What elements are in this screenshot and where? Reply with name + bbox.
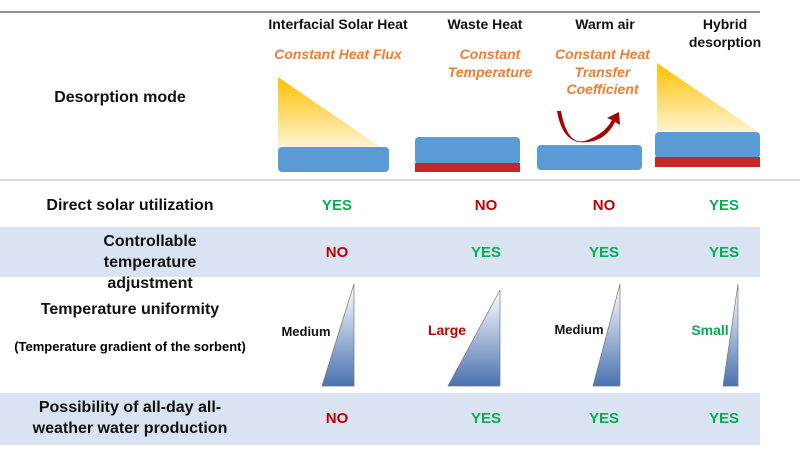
column-subtitle: Constant Heat Flux xyxy=(274,46,402,62)
solar-flux-icon xyxy=(657,63,760,133)
cell-value: Medium xyxy=(281,324,331,339)
cell-value: YES xyxy=(708,244,739,261)
airflow-arrow-icon xyxy=(557,111,620,143)
row-sublabel: (Temperature gradient of the sorbent) xyxy=(14,339,246,354)
cell-value: YES xyxy=(588,410,619,427)
row-label: Controllable temperature adjustment xyxy=(103,233,197,292)
cell-value: NO xyxy=(325,410,349,427)
row-band-all-day xyxy=(0,393,760,445)
column-header: Waste Heat xyxy=(447,16,523,32)
sorbent-icon xyxy=(655,132,760,158)
row-label: Possibility of all-day all-weather water… xyxy=(32,399,228,437)
gradient-triangle-large xyxy=(447,289,501,387)
column-subtitle: Constant Temperature xyxy=(447,46,533,80)
cell-value: NO xyxy=(474,197,498,214)
cell-value: Small xyxy=(691,322,729,338)
cell-value: Medium xyxy=(554,322,604,337)
column-header: Interfacial Solar Heat xyxy=(268,16,408,32)
cell-value: NO xyxy=(592,197,616,214)
gradient-triangle-medium xyxy=(321,283,355,387)
solar-flux-icon xyxy=(278,77,382,148)
sorbent-icon xyxy=(278,147,389,172)
cell-value: YES xyxy=(321,197,352,214)
cell-value: YES xyxy=(470,244,501,261)
cell-value: NO xyxy=(325,244,349,261)
column-header: Hybrid desorption xyxy=(688,16,762,50)
gradient-triangle-medium xyxy=(592,283,621,387)
column-header: Warm air xyxy=(575,16,635,32)
sorbent-icon xyxy=(415,137,520,164)
heater-icon xyxy=(415,163,520,172)
cell-value: YES xyxy=(588,244,619,261)
heater-icon xyxy=(655,157,760,167)
row-band-controllable xyxy=(0,227,760,277)
column-subtitle: Constant Heat Transfer Coefficient xyxy=(555,46,650,97)
sorbent-icon xyxy=(537,145,642,170)
gradient-triangle-small xyxy=(722,283,739,387)
cell-value: YES xyxy=(470,410,501,427)
cell-value: YES xyxy=(708,197,739,214)
row-label: Temperature uniformity xyxy=(40,301,220,318)
cell-value: YES xyxy=(708,410,739,427)
row-label-desorption-mode: Desorption mode xyxy=(54,89,186,106)
row-label: Direct solar utilization xyxy=(46,197,214,214)
cell-value: Large xyxy=(427,322,467,338)
